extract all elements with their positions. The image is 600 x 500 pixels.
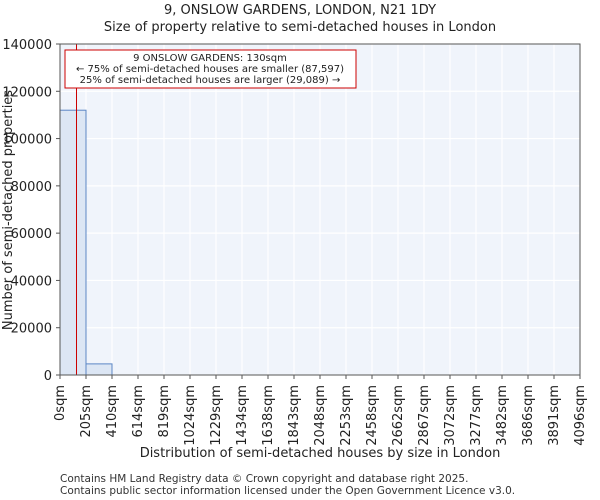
y-tick-label-1: 20000 <box>11 322 52 337</box>
x-tick-label-1: 205sqm <box>79 385 94 438</box>
x-tick-label-20: 4096sqm <box>573 385 588 446</box>
x-tick-label-5: 1024sqm <box>183 385 198 446</box>
annotation-line-1: 9 ONSLOW GARDENS: 130sqm <box>133 53 287 64</box>
y-tick-label-2: 40000 <box>11 274 52 289</box>
x-tick-label-3: 614sqm <box>131 385 146 438</box>
x-tick-label-4: 819sqm <box>157 385 172 438</box>
y-tick-label-0: 0 <box>44 369 52 384</box>
gridlines <box>59 43 581 376</box>
chart-title: 9, ONSLOW GARDENS, LONDON, N21 1DY <box>163 3 437 18</box>
footer-line-1: Contains HM Land Registry data © Crown c… <box>60 473 469 485</box>
annotation-box: 9 ONSLOW GARDENS: 130sqm ← 75% of semi-d… <box>64 49 357 89</box>
annotation-line-3: 25% of semi-detached houses are larger (… <box>80 75 341 86</box>
x-tick-label-14: 2867sqm <box>417 385 432 446</box>
y-axis-label: Number of semi-detached properties <box>1 90 16 330</box>
x-tick-label-2: 410sqm <box>105 385 120 438</box>
x-tick-label-8: 1638sqm <box>261 385 276 446</box>
bar-205sqm <box>85 363 113 376</box>
chart-subtitle: Size of property relative to semi-detach… <box>103 20 497 35</box>
x-axis-label: Distribution of semi-detached houses by … <box>140 446 501 461</box>
x-tick-label-6: 1229sqm <box>209 385 224 446</box>
x-tick-label-9: 1843sqm <box>287 385 302 446</box>
y-axis-ticks: 0 20000 40000 60000 80000 100000 120000 140000 <box>2 38 60 384</box>
y-tick-label-5: 100000 <box>2 133 52 148</box>
annotation-line-2: ← 75% of semi-detached houses are smalle… <box>76 64 344 75</box>
footer-line-2: Contains public sector information licen… <box>60 485 516 497</box>
y-tick-label-3: 60000 <box>11 227 52 242</box>
x-tick-label-19: 3891sqm <box>547 385 562 446</box>
x-tick-label-11: 2253sqm <box>339 385 354 446</box>
y-tick-label-7: 140000 <box>2 38 52 53</box>
x-tick-label-15: 3072sqm <box>443 385 458 446</box>
x-axis-ticks: 0sqm 205sqm 410sqm 614sqm 819sqm 1024sqm 1229s… <box>53 375 588 446</box>
x-tick-label-16: 3277sqm <box>469 385 484 446</box>
x-tick-label-13: 2662sqm <box>391 385 406 446</box>
y-tick-label-6: 120000 <box>2 85 52 100</box>
bar-0sqm <box>59 109 87 376</box>
x-tick-label-0: 0sqm <box>53 385 68 421</box>
x-tick-label-12: 2458sqm <box>365 385 380 446</box>
annotation-border <box>64 49 357 89</box>
x-tick-label-17: 3482sqm <box>495 385 510 446</box>
bars <box>59 109 113 376</box>
x-tick-label-10: 2048sqm <box>313 385 328 446</box>
x-tick-label-18: 3686sqm <box>521 385 536 446</box>
x-tick-label-7: 1434sqm <box>235 385 250 446</box>
y-tick-label-4: 80000 <box>11 180 52 195</box>
